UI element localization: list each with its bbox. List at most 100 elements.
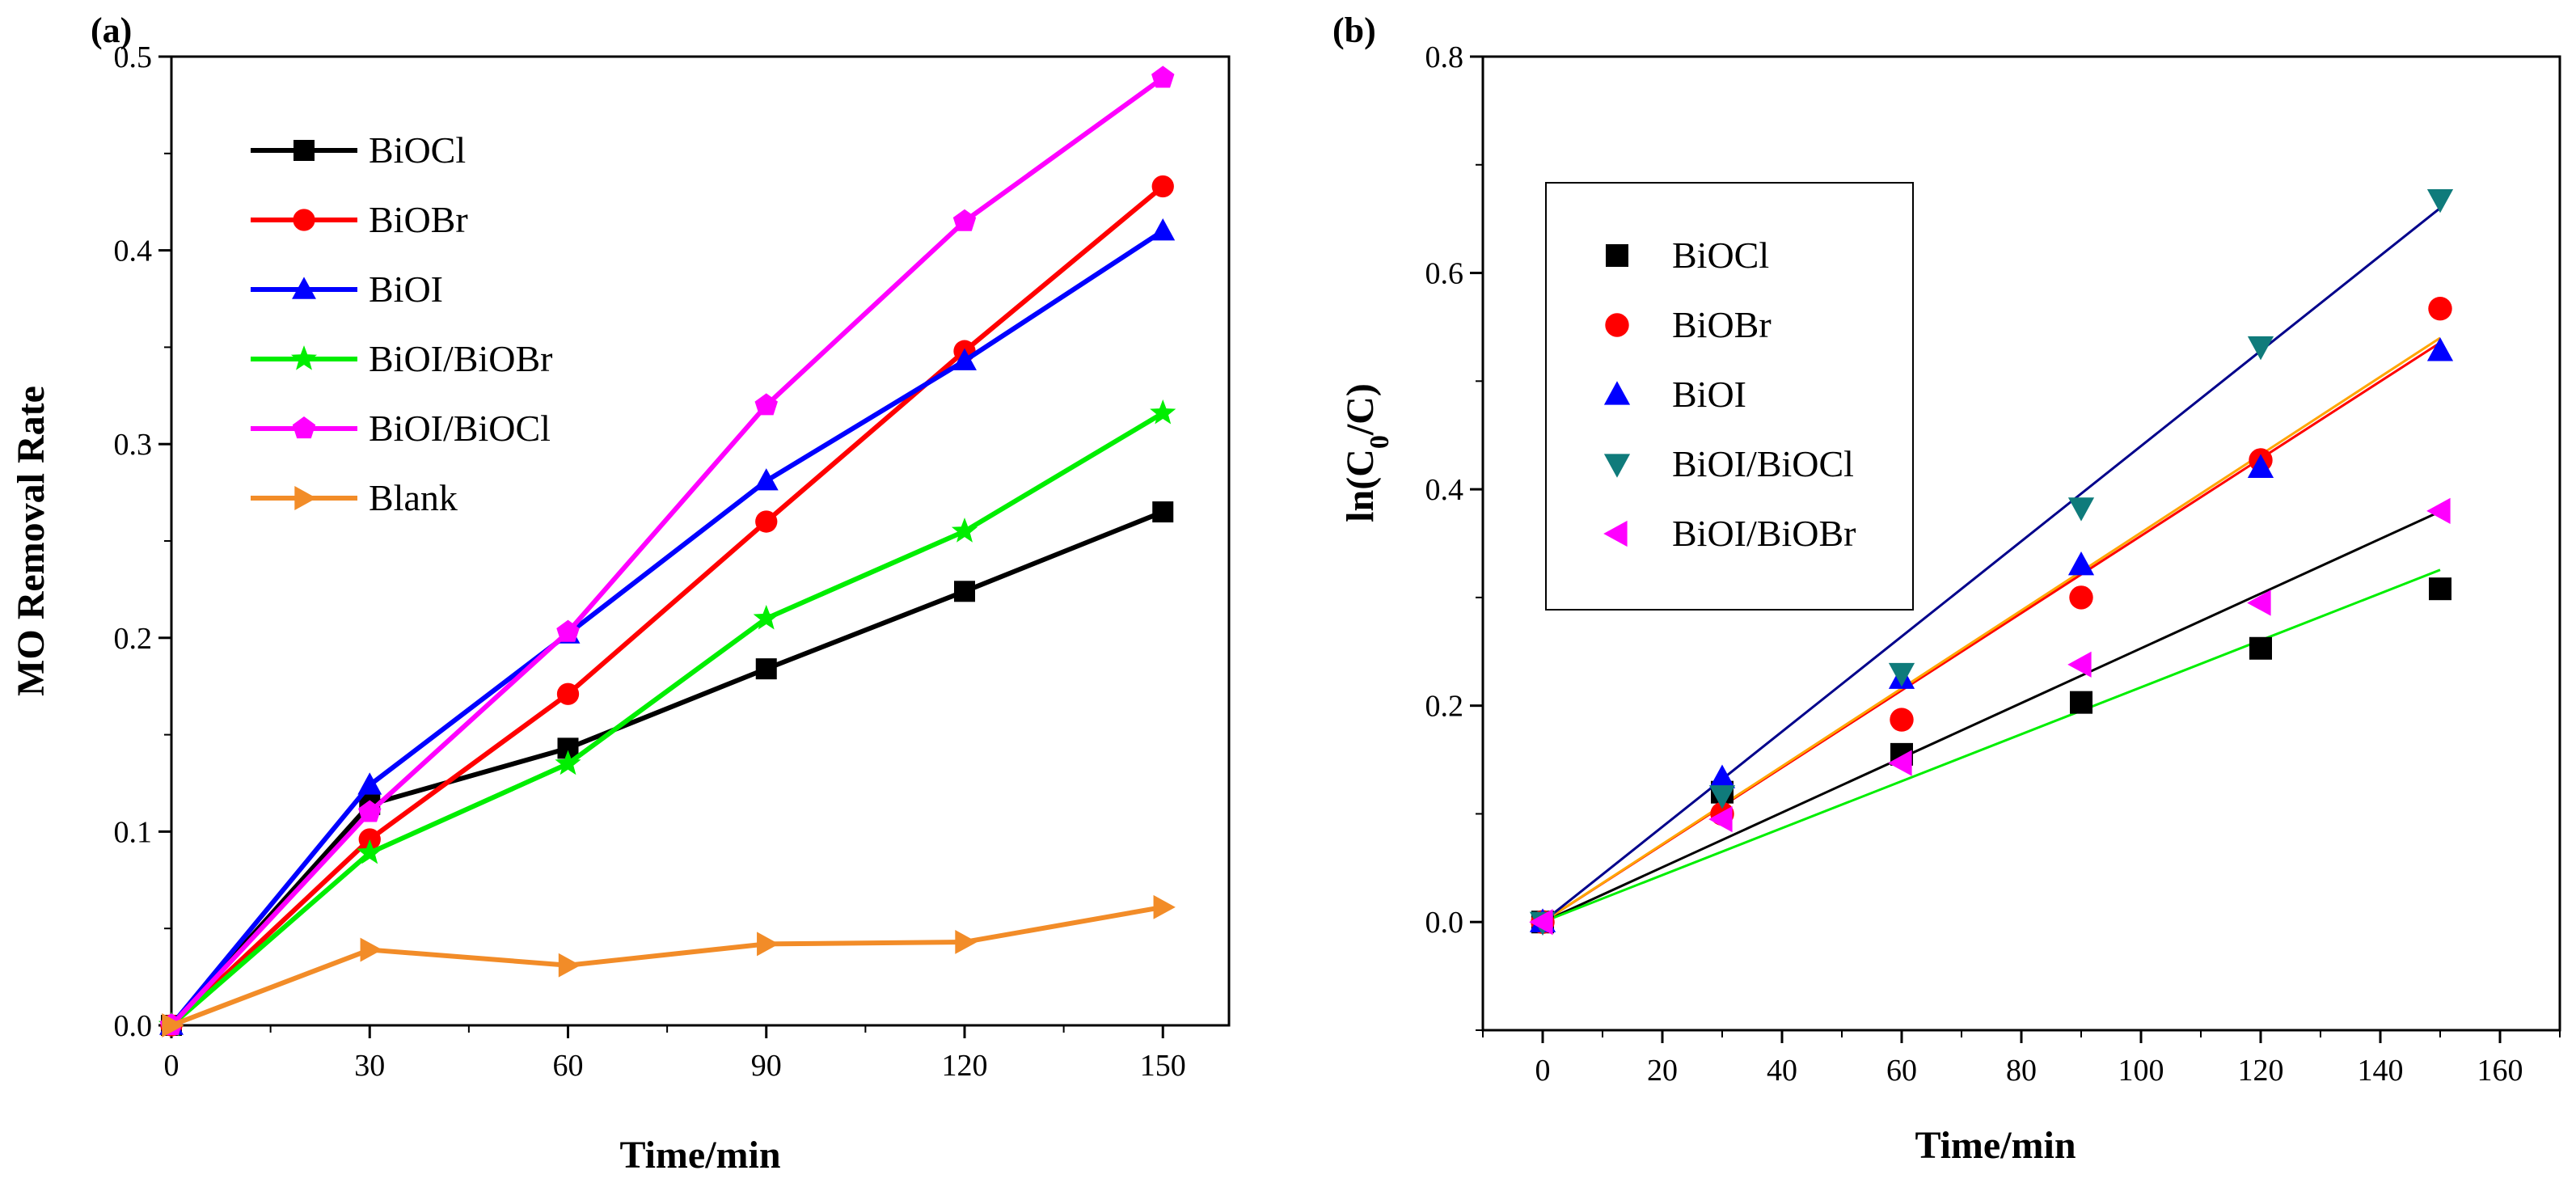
a-xtick-label: 120 [942,1049,988,1083]
b-ytick-label: 0.4 [1425,473,1464,507]
b-fit-line [1542,336,2441,923]
a-series-line [170,904,1163,1028]
panel-b-fit-lines [1542,207,2441,923]
panel-a-ticks [158,55,1164,1038]
b-data-point [2070,691,2092,714]
panel-b-tick-labels: 0 20 40 60 80 100 120 140 160 0.0 0.2 0.… [1425,40,2523,1088]
b-data-point [1888,750,1912,776]
a-data-point [755,658,777,680]
b-data-point [2249,636,2272,660]
a-xtick-label: 30 [354,1049,385,1083]
a-data-point [556,682,580,705]
b-xtick-label: 120 [2238,1054,2284,1088]
panel-b: (b) 0 20 40 60 80 100 120 140 160 0.0 0.… [1332,11,2561,1167]
a-data-point [357,839,383,864]
a-data-point [757,932,779,957]
a-xtick-label: 150 [1140,1049,1186,1083]
a-data-point [955,930,978,954]
b-xtick-label: 140 [2358,1054,2404,1088]
b-data-point [1890,708,1914,732]
a-series-line [169,184,1165,1028]
a-data-point [1150,399,1176,425]
b-ytick-label: 0.8 [1425,40,1464,74]
a-legend-swatch-marker [293,209,315,231]
panel-a-plot-frame [170,55,1231,1027]
b-legend-swatch-marker [1605,313,1629,337]
a-data-point [754,468,779,491]
b-data-point [1529,909,1553,936]
panel-b-y-axis-title: ln(C0/C) [1339,383,1395,522]
a-ytick-label: 0.4 [114,235,153,268]
a-legend-label: BiOI/BiOBr [369,338,552,379]
a-legend-label: Blank [369,477,458,518]
a-data-point [755,510,778,533]
a-data-point [558,953,581,978]
a-data-point [952,209,977,231]
a-data-point [753,604,779,630]
a-data-point [358,800,382,822]
b-fit-line [1542,510,2441,923]
a-data-point [1152,501,1174,523]
b-xtick-label: 100 [2118,1054,2164,1088]
a-data-point [1153,894,1176,919]
b-legend-swatch-marker [1606,244,1628,267]
a-ytick-label: 0.5 [114,40,153,74]
panel-b-ticks [1470,55,2561,1043]
a-xtick-label: 0 [164,1049,179,1083]
b-xtick-label: 160 [2477,1054,2523,1088]
b-data-point [2426,188,2454,213]
a-data-point [357,772,382,795]
a-ytick-label: 0.2 [114,622,153,656]
b-legend-swatch-marker [1603,381,1631,405]
a-legend-label: BiOI/BiOCl [369,408,551,449]
panel-a-y-axis-title: MO Removal Rate [10,386,53,696]
a-data-point [951,518,978,543]
a-legend-swatch-marker [292,416,316,439]
a-legend-swatch-marker [292,277,316,299]
a-data-point [555,750,581,775]
a-legend-swatch-marker [294,486,317,510]
b-legend-label: BiOI/BiOBr [1672,513,1856,554]
b-data-point [2429,577,2451,601]
a-xtick-label: 90 [751,1049,782,1083]
a-ytick-label: 0.1 [114,815,153,849]
b-legend-swatch-marker [1603,520,1628,547]
b-data-point [2067,551,2095,576]
a-legend-label: BiOCl [369,129,466,171]
a-data-point [954,581,975,602]
a-xtick-label: 60 [553,1049,584,1083]
a-data-point [1151,175,1174,198]
a-data-point [1151,65,1175,88]
panel-a-tick-labels: 0 30 60 90 120 150 0.0 0.1 0.2 0.3 0.4 0… [114,40,1186,1083]
b-legend-swatch-marker [1603,454,1631,478]
b-data-point [1708,764,1736,788]
a-legend-swatch-marker [290,345,318,370]
a-data-point [360,937,382,962]
b-xtick-label: 20 [1647,1054,1678,1088]
a-data-point [556,619,580,642]
b-ylabel-main: ln(C [1339,449,1382,522]
b-ytick-label: 0.6 [1425,257,1464,291]
a-series-line [169,75,1165,1028]
panel-a: (a) 0 30 60 90 120 150 0.0 0.1 0.2 0.3 0… [10,11,1231,1177]
panel-b-legend: BiOCl BiOBr BiOI BiOI/BiOCl BiOI/BiOBr [1603,235,1856,554]
b-ylabel-subscript: 0 [1365,435,1395,449]
panel-a-legend: BiOCl BiOBr BiOI BiOI/BiOBr BiOI/BiOCl B… [251,129,552,518]
a-legend-label: BiOI [369,268,443,310]
panel-b-label: (b) [1332,11,1376,50]
panel-a-series [158,65,1176,1037]
b-fit-line [1542,568,2441,923]
a-legend-label: BiOBr [369,199,468,240]
panel-b-series [1529,188,2454,936]
a-data-point [1151,218,1176,241]
b-fit-line [1542,207,2441,923]
panel-a-x-axis-title: Time/min [619,1134,780,1177]
b-data-point [2426,337,2454,361]
b-ytick-label: 0.2 [1425,690,1464,724]
panel-a-label: (a) [91,11,132,50]
b-ytick-label: 0.0 [1425,906,1464,940]
a-series-line [169,229,1164,1027]
a-series-line [169,509,1164,1028]
a-ytick-label: 0.0 [114,1009,153,1043]
